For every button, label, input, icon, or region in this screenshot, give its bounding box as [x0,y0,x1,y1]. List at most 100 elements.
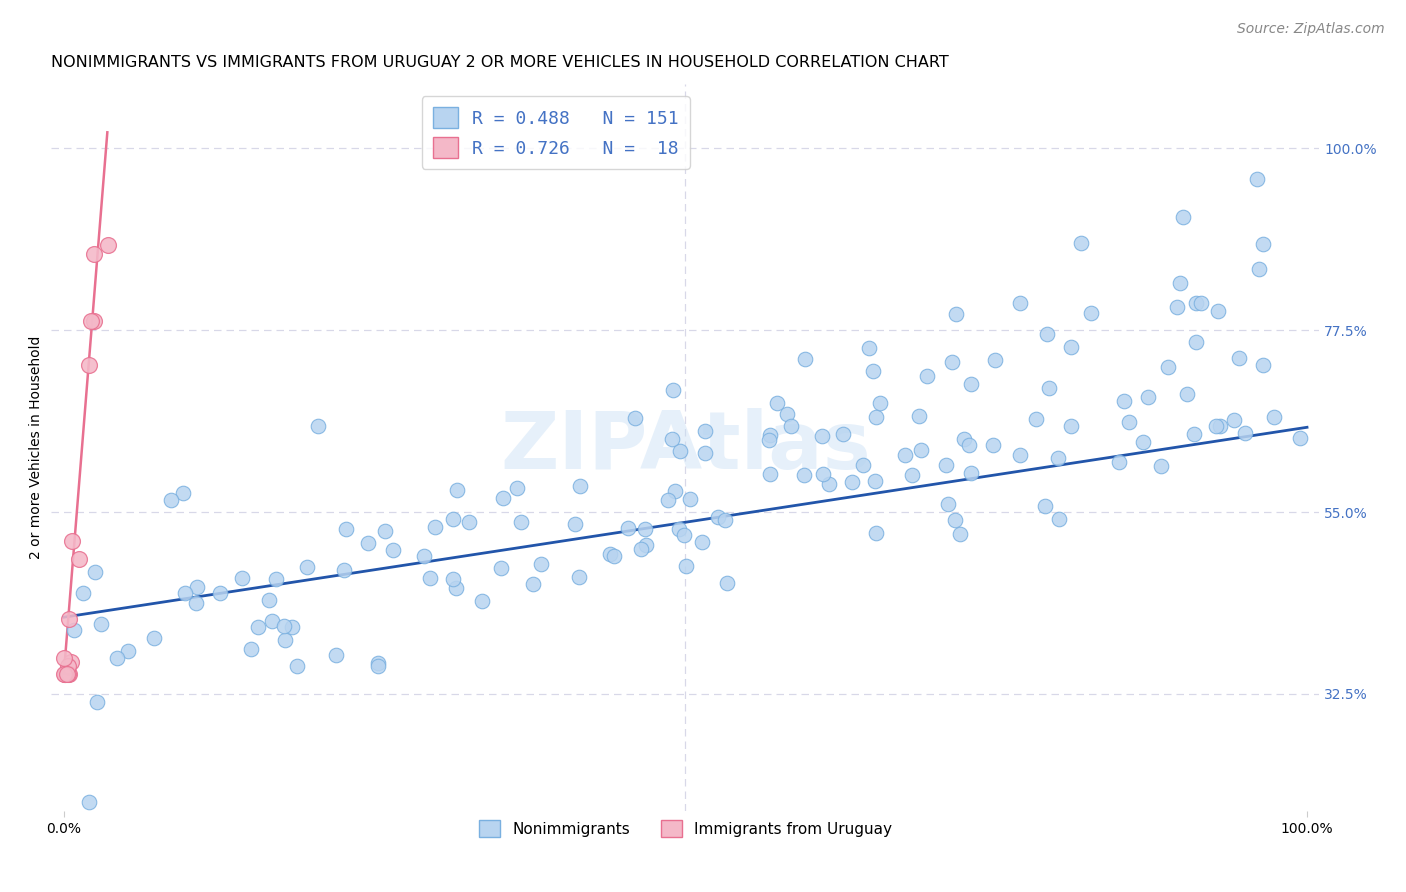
Point [624,411,647,425]
Text: NONIMMIGRANTS VS IMMIGRANTS FROM URUGUAY 2 OR MORE VEHICLES IN HOUSEHOLD CORRELA: NONIMMIGRANTS VS IMMIGRANTS FROM URUGUAY… [52,55,949,70]
Point [186,580,208,594]
Point [869,396,891,410]
Y-axis label: 2 or more Vehicles in Household: 2 or more Vehicles in Household [30,335,44,559]
Point [690,535,713,549]
Point [568,570,591,584]
Point [79,795,101,809]
Point [1263,409,1285,424]
Point [675,558,697,573]
Point [186,596,208,610]
Point [105,651,128,665]
Point [780,418,803,433]
Point [1150,458,1173,473]
Point [634,539,657,553]
Point [1251,237,1274,252]
Point [776,407,799,421]
Point [307,418,329,433]
Point [664,483,686,498]
Point [58,666,80,681]
Point [1227,351,1250,365]
Point [1246,172,1268,186]
Point [936,497,959,511]
Point [661,432,683,446]
Point [60,655,83,669]
Point [1251,358,1274,372]
Point [53,650,76,665]
Point [357,535,380,549]
Point [695,424,717,438]
Point [90,616,112,631]
Point [758,433,780,447]
Point [960,466,983,480]
Point [983,438,1005,452]
Point [60,534,83,549]
Point [56,659,79,673]
Point [1080,306,1102,320]
Point [602,549,624,563]
Point [471,594,494,608]
Point [1108,455,1130,469]
Point [960,376,983,391]
Point [1233,426,1256,441]
Point [257,593,280,607]
Point [58,612,80,626]
Point [863,474,886,488]
Point [1008,296,1031,310]
Point [67,551,90,566]
Point [901,467,924,482]
Point [1033,499,1056,513]
Point [413,549,436,563]
Point [1171,210,1194,224]
Point [489,561,512,575]
Point [1247,262,1270,277]
Point [97,238,120,252]
Point [766,395,789,409]
Point [425,519,447,533]
Point [160,493,183,508]
Point [862,364,884,378]
Point [865,409,887,424]
Point [274,633,297,648]
Point [419,570,441,584]
Point [441,572,464,586]
Point [172,486,194,500]
Point [1112,393,1135,408]
Point [367,657,389,671]
Point [569,478,592,492]
Point [333,563,356,577]
Point [273,619,295,633]
Point [817,476,839,491]
Point [1036,326,1059,341]
Point [509,515,531,529]
Legend: Nonimmigrants, Immigrants from Uruguay: Nonimmigrants, Immigrants from Uruguay [472,814,898,844]
Point [209,586,232,600]
Point [239,641,262,656]
Point [285,658,308,673]
Point [441,512,464,526]
Point [262,614,284,628]
Point [910,443,932,458]
Point [1046,450,1069,465]
Point [713,513,735,527]
Point [858,341,880,355]
Point [668,522,690,536]
Point [506,481,529,495]
Point [1185,334,1208,349]
Point [707,510,730,524]
Point [794,352,817,367]
Point [1157,359,1180,374]
Point [945,307,967,321]
Point [1208,419,1230,434]
Point [297,559,319,574]
Point [56,666,79,681]
Point [83,566,105,580]
Point [142,632,165,646]
Point [1206,304,1229,318]
Point [266,572,288,586]
Point [446,483,468,498]
Point [444,581,467,595]
Point [63,623,86,637]
Point [1137,390,1160,404]
Point [657,493,679,508]
Point [634,522,657,536]
